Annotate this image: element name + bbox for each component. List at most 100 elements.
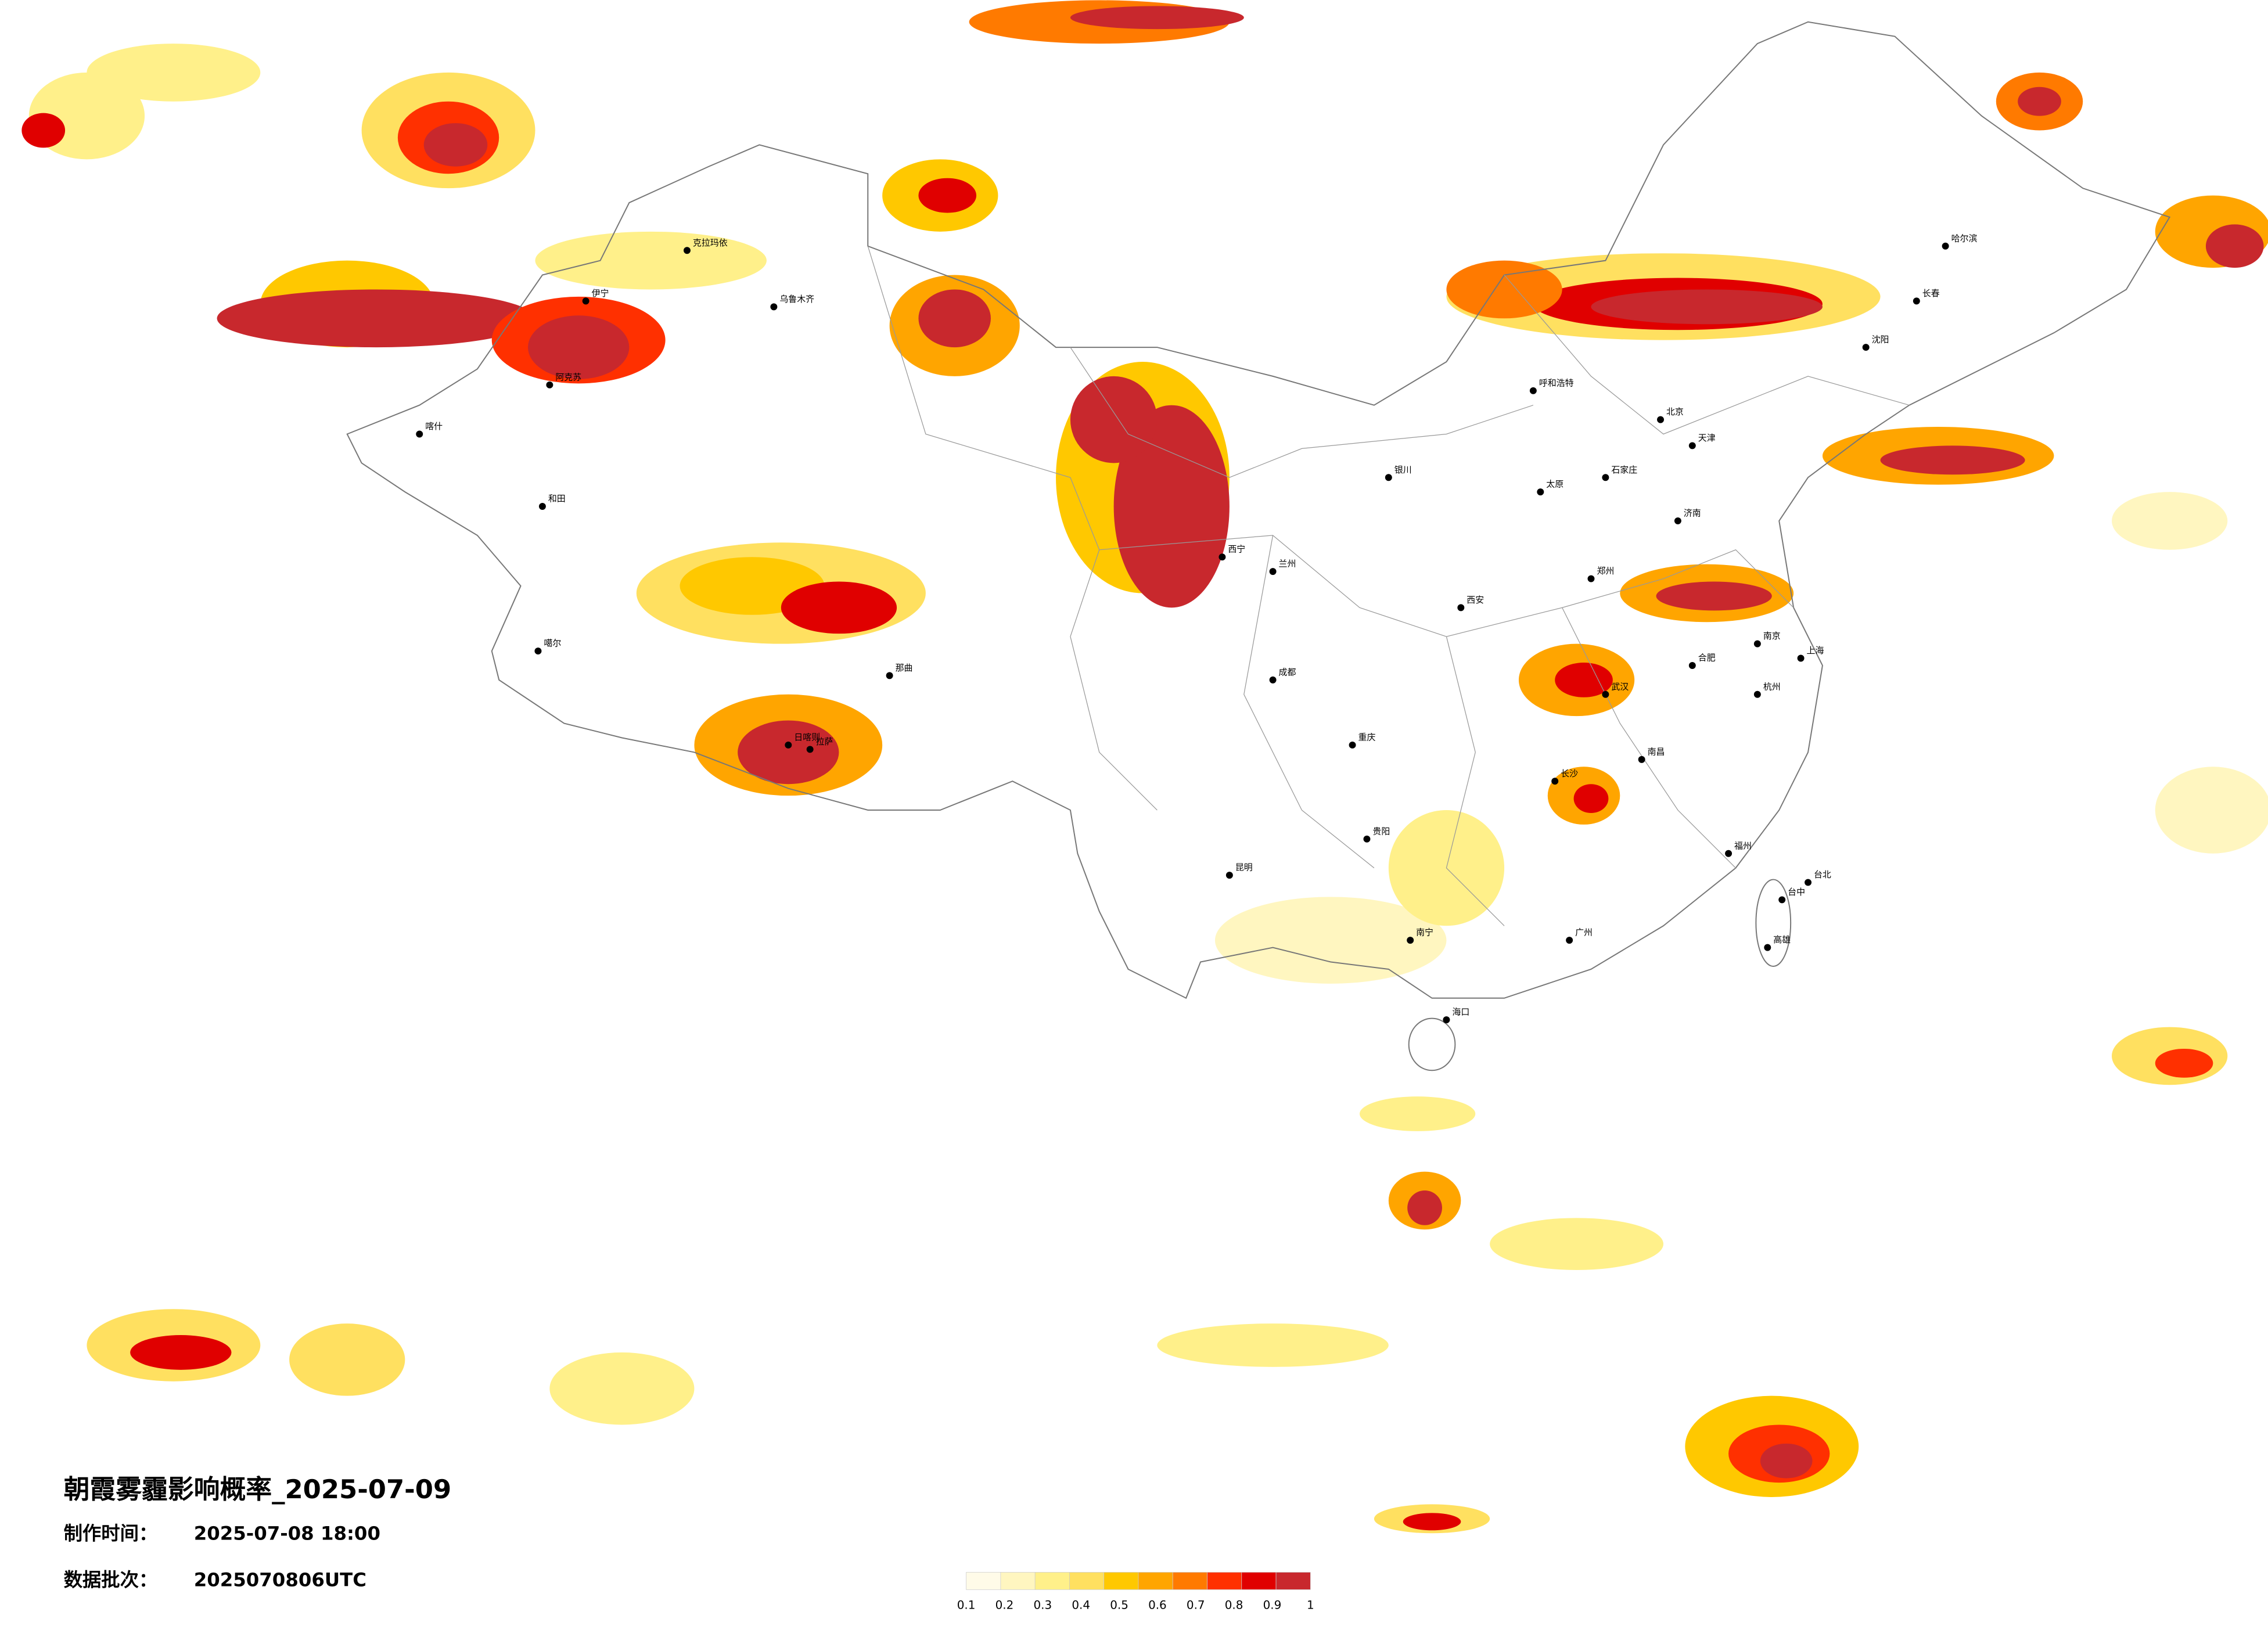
- batch-label: 数据批次：: [64, 1569, 158, 1591]
- probability-area: [738, 720, 839, 785]
- probability-area: [1403, 1513, 1461, 1531]
- legend-label: 0.3: [1033, 1598, 1052, 1611]
- city-dot: [1778, 896, 1786, 904]
- city-dot: [1602, 690, 1609, 698]
- city-label: 南昌: [1648, 746, 1665, 757]
- legend: 0.1 0.2 0.3 0.4 0.5 0.6 0.7 0.8 0.9 1: [957, 1572, 1314, 1611]
- city-dot: [1674, 517, 1681, 524]
- probability-area: [2018, 87, 2061, 116]
- city-dot: [1443, 1016, 1450, 1024]
- city-label: 兰州: [1279, 559, 1296, 569]
- probability-area: [535, 231, 767, 290]
- city-label: 长沙: [1561, 768, 1578, 779]
- city-dot: [1688, 442, 1696, 449]
- production-time-label: 制作时间：: [64, 1523, 158, 1545]
- probability-area: [1760, 1443, 1813, 1478]
- city-label: 噶尔: [544, 638, 561, 649]
- city-label: 太原: [1546, 479, 1563, 490]
- taiwan-outline: [1755, 879, 1792, 967]
- city-label: 西宁: [1228, 544, 1245, 555]
- city-dot: [1363, 835, 1371, 843]
- city-dot: [1385, 474, 1392, 481]
- probability-area: [21, 113, 66, 148]
- city-dot: [1566, 937, 1573, 944]
- probability-area: [2205, 224, 2264, 268]
- legend-label: 1: [1307, 1598, 1314, 1611]
- city-label: 沈阳: [1872, 334, 1889, 345]
- city-dot: [1225, 872, 1233, 879]
- legend-swatch: [1172, 1572, 1207, 1590]
- city-dot: [1269, 676, 1277, 684]
- city-dot: [1638, 756, 1645, 763]
- city-label: 济南: [1684, 508, 1701, 518]
- probability-area: [528, 315, 630, 379]
- city-label: 石家庄: [1611, 465, 1637, 475]
- city-dot: [1602, 474, 1609, 481]
- probability-area: [1656, 581, 1772, 611]
- probability-area: [1113, 405, 1230, 608]
- city-dot: [1587, 575, 1595, 582]
- probability-area: [781, 581, 897, 634]
- city-dot: [582, 297, 590, 305]
- city-label: 重庆: [1358, 732, 1376, 742]
- city-dot: [1688, 661, 1696, 669]
- probability-area: [2155, 1048, 2213, 1078]
- city-label: 北京: [1666, 406, 1684, 417]
- city-label: 拉萨: [816, 736, 833, 747]
- city-label: 广州: [1575, 927, 1593, 938]
- legend-label: 0.7: [1187, 1598, 1205, 1611]
- city-dot: [546, 381, 553, 388]
- probability-area: [1070, 376, 1158, 463]
- probability-area: [87, 44, 261, 102]
- probability-area: [1490, 1218, 1663, 1270]
- probability-area: [1360, 1096, 1476, 1131]
- city-label: 呼和浩特: [1539, 377, 1574, 388]
- city-label: 西安: [1467, 595, 1484, 605]
- city-label: 高雄: [1773, 934, 1791, 945]
- probability-area: [1157, 1323, 1389, 1367]
- legend-swatch: [1034, 1572, 1070, 1590]
- legend-swatch: [1104, 1572, 1139, 1590]
- probability-area: [1880, 445, 2025, 475]
- city-label: 郑州: [1597, 566, 1614, 576]
- city-dot: [1529, 387, 1537, 394]
- legend-label: 0.1: [957, 1598, 976, 1611]
- probability-area: [1573, 784, 1609, 813]
- city-label: 喀什: [425, 421, 443, 431]
- legend-swatch: [966, 1572, 1001, 1590]
- city-label: 南宁: [1416, 927, 1433, 938]
- city-dot: [886, 672, 893, 679]
- city-label: 福州: [1734, 840, 1752, 851]
- city-label: 那曲: [896, 663, 913, 673]
- legend-label: 0.9: [1263, 1598, 1282, 1611]
- probability-area: [289, 1323, 405, 1396]
- city-label: 昆明: [1235, 862, 1253, 873]
- city-label: 和田: [548, 494, 566, 504]
- city-label: 哈尔滨: [1951, 233, 1978, 243]
- probability-area: [1214, 897, 1447, 984]
- city-dot: [770, 303, 778, 311]
- legend-swatch: [1069, 1572, 1105, 1590]
- batch: 2025070806UTC: [194, 1569, 366, 1591]
- hainan-outline: [1408, 1017, 1456, 1071]
- country-border: [346, 21, 2171, 999]
- city-dot: [1862, 344, 1870, 351]
- legend-swatch: [1138, 1572, 1173, 1590]
- city-dot: [806, 746, 814, 753]
- probability-area: [549, 1352, 695, 1425]
- probability-area: [1070, 6, 1244, 30]
- probability-area: [2112, 492, 2228, 550]
- city-label: 天津: [1698, 433, 1716, 443]
- city-dot: [1537, 488, 1544, 496]
- probability-area: [217, 289, 535, 348]
- probability-area: [1407, 1190, 1442, 1225]
- city-label: 台中: [1788, 887, 1805, 897]
- probability-area: [918, 289, 991, 348]
- legend-label: 0.6: [1148, 1598, 1167, 1611]
- city-label: 台北: [1814, 869, 1831, 880]
- city-dot: [1725, 850, 1733, 857]
- city-dot: [785, 741, 792, 749]
- city-dot: [1942, 242, 1949, 250]
